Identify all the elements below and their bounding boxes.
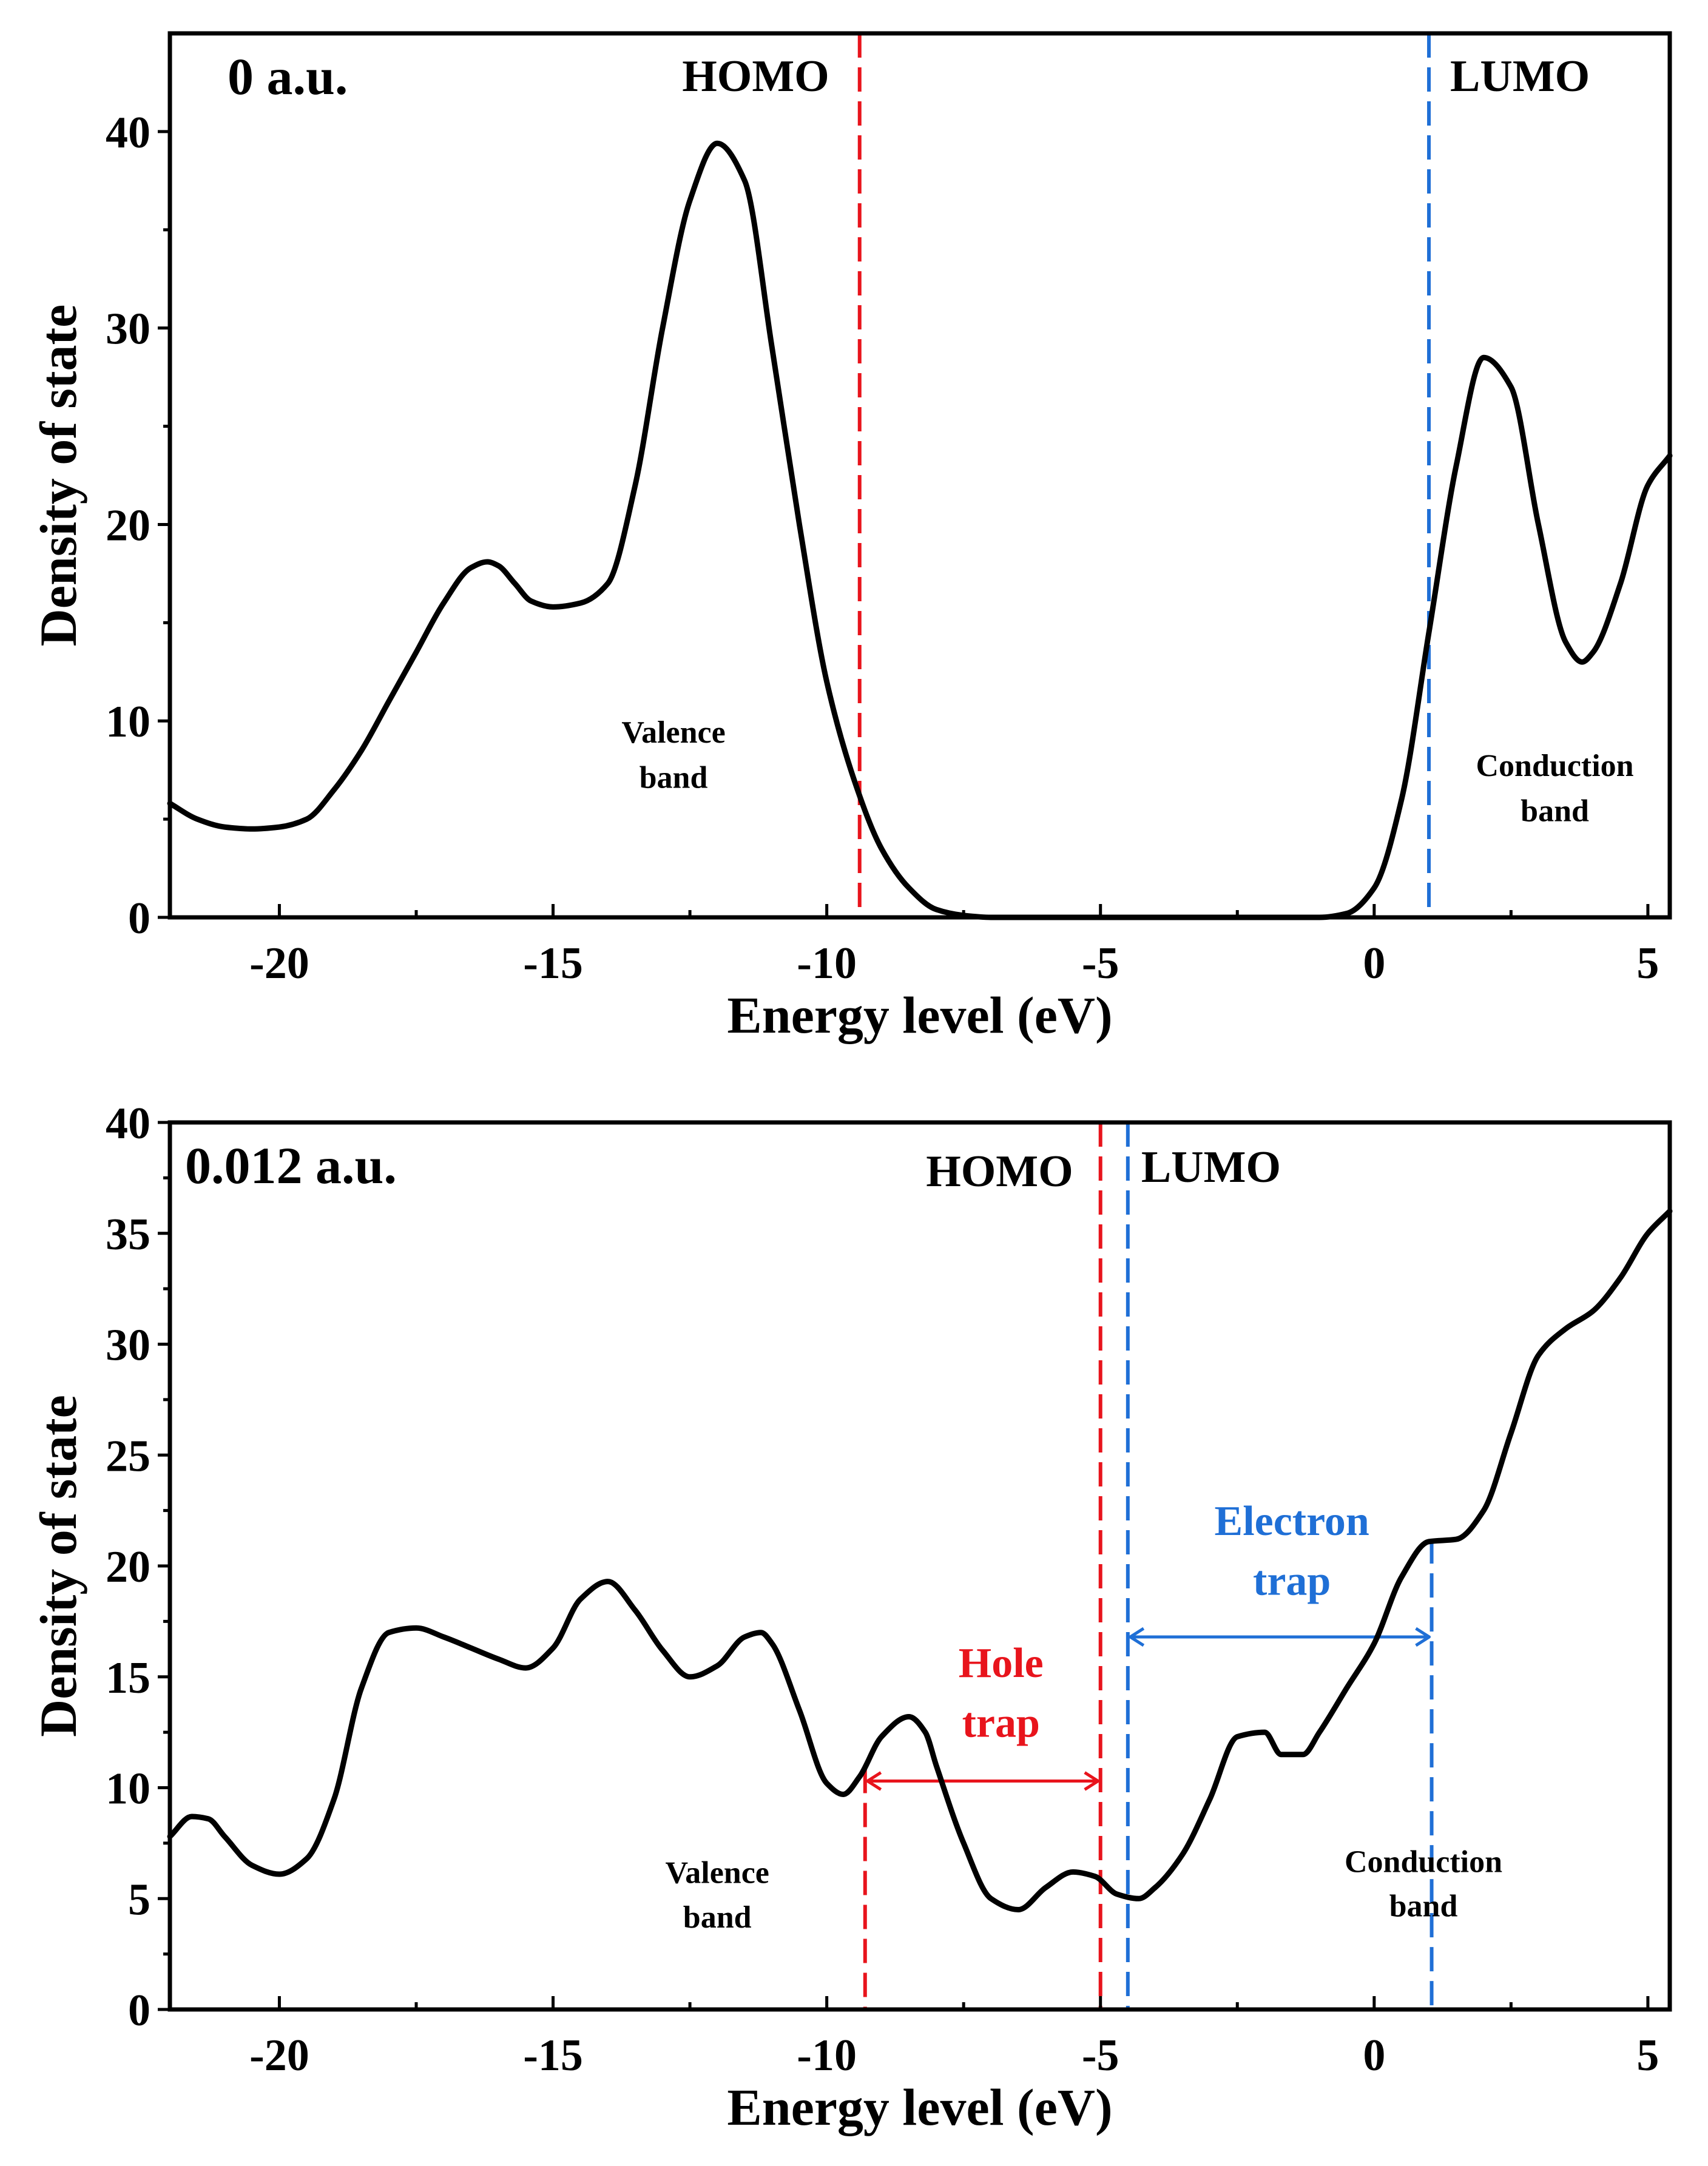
valence-band-label: band <box>683 1900 752 1935</box>
y-tick-label: 15 <box>106 1653 150 1703</box>
electron-trap-label: Electron <box>1215 1498 1369 1545</box>
homo-label: HOMO <box>682 52 829 101</box>
valence-band-label: Valence <box>621 715 725 750</box>
y-tick-label: 20 <box>106 1542 150 1592</box>
electron-trap-label: trap <box>1253 1558 1331 1605</box>
x-tick-label: -15 <box>523 939 583 988</box>
hole-trap-arrow-right-head <box>1084 1771 1100 1791</box>
y-tick-label: 10 <box>106 697 150 747</box>
dos-curve <box>167 140 1673 920</box>
hole-trap-label: Hole <box>959 1640 1044 1687</box>
conduction-band-label: band <box>1521 794 1589 828</box>
conduction-band-label: Conduction <box>1345 1844 1502 1879</box>
y-axis-title: Density of state <box>29 305 87 647</box>
x-axis-title: Energy level (eV) <box>727 2078 1112 2136</box>
electron-trap-arrow-left-head <box>1129 1627 1145 1647</box>
x-tick-label: -20 <box>249 2031 309 2080</box>
hole-trap-arrow-left-head <box>866 1771 882 1791</box>
hole-trap-label: trap <box>962 1699 1040 1746</box>
x-tick-label: 5 <box>1636 939 1659 988</box>
y-tick-label: 0 <box>128 1986 150 2036</box>
dos-curve <box>167 1208 1673 1912</box>
y-tick-label: 30 <box>106 1321 150 1371</box>
x-tick-label: -10 <box>797 939 857 988</box>
x-tick-label: -20 <box>249 939 309 988</box>
x-tick-label: -5 <box>1082 2031 1119 2080</box>
x-tick-label: -15 <box>523 2031 583 2080</box>
dos-panel-top: -20 -15 -10 -5 0 5 0 10 20 30 40 Energy level (eV) D… <box>29 31 1673 1044</box>
y-tick-label: 10 <box>106 1764 150 1814</box>
dos-panel-bottom: -20 -15 -10 -5 0 5 0 5 10 15 20 25 30 35 40 Energy leve… <box>29 1099 1673 2136</box>
y-tick-label: 25 <box>106 1431 150 1481</box>
conduction-band-label: Conduction <box>1476 749 1634 783</box>
lumo-label: LUMO <box>1141 1142 1281 1192</box>
panel-label: 0 a.u. <box>228 47 348 106</box>
x-tick-label: -5 <box>1082 939 1119 988</box>
x-tick-label: 5 <box>1636 2031 1659 2080</box>
y-tick-label: 30 <box>106 305 150 354</box>
y-tick-label: 40 <box>106 108 150 158</box>
homo-label: HOMO <box>926 1147 1073 1196</box>
valence-band-label: Valence <box>665 1856 769 1891</box>
y-axis-title: Density of state <box>29 1395 87 1737</box>
y-tick-label: 20 <box>106 501 150 550</box>
x-axis-title: Energy level (eV) <box>727 986 1112 1044</box>
y-tick-label: 40 <box>106 1099 150 1149</box>
plot-frame <box>167 31 1672 920</box>
y-tick-label: 5 <box>128 1875 150 1925</box>
electron-trap-arrow-right-head <box>1415 1627 1431 1647</box>
panel-label: 0.012 a.u. <box>185 1136 397 1195</box>
lumo-label: LUMO <box>1450 52 1590 101</box>
x-tick-label: 0 <box>1363 939 1385 988</box>
x-tick-label: -10 <box>797 2031 857 2080</box>
y-tick-label: 35 <box>106 1210 150 1260</box>
x-tick-label: 0 <box>1363 2031 1385 2080</box>
conduction-band-label: band <box>1389 1889 1458 1923</box>
y-tick-label: 0 <box>128 894 150 943</box>
valence-band-label: band <box>640 760 708 795</box>
